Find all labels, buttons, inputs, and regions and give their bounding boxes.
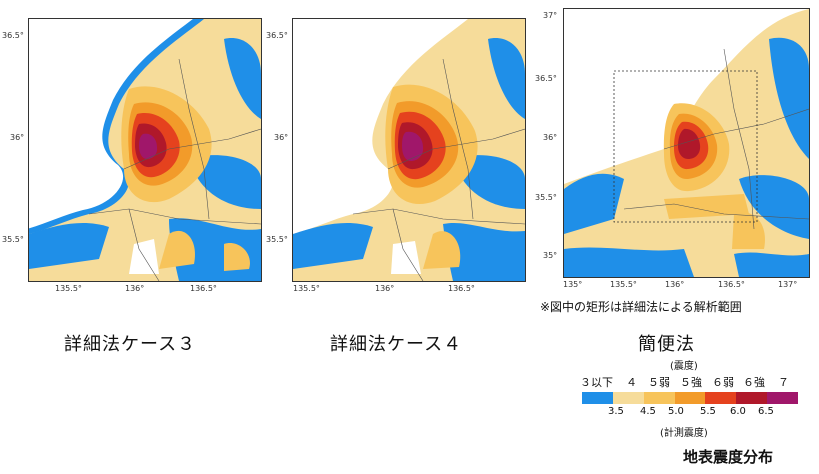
intensity-map-case3 [28,18,262,282]
y-tick: 36° [274,133,289,142]
y-tick: 36° [10,133,25,142]
map-graphic-case4 [293,19,525,281]
map-graphic-case3 [29,19,261,281]
legend-value-label: 5.5 [700,406,716,417]
y-tick: 36° [543,133,558,142]
y-tick: 36.5° [2,31,24,40]
legend-swatch [582,392,613,404]
x-tick: 136° [665,280,685,289]
y-tick: 35.5° [535,193,557,202]
legend-swatch [705,392,737,404]
map-caption-case3: 詳細法ケース３ [64,334,197,355]
legend-intensity-title: (震度) [670,361,698,372]
legend-class-label: ６強 [743,376,765,389]
legend-value-label: 6.0 [730,406,746,417]
legend-class-label: ５弱 [648,376,670,389]
y-tick: 37° [543,11,558,20]
legend-instrument-title: (計測震度) [660,428,708,439]
legend-swatch [612,392,644,404]
legend-class-label: ６弱 [712,376,734,389]
map-graphic-simple [564,9,809,277]
intensity-map-simple [563,8,810,278]
x-tick: 137° [778,280,798,289]
x-tick: 135.5° [55,284,82,293]
legend-class-label: ４ [626,376,637,389]
x-tick: 136° [375,284,395,293]
y-tick: 36.5° [535,74,557,83]
map-caption-simple: 簡便法 [638,334,695,355]
x-tick: 136.5° [448,284,475,293]
analysis-area-note: ※図中の矩形は詳細法による解析範囲 [540,300,742,314]
intensity-map-case4 [292,18,526,282]
x-tick: 136° [125,284,145,293]
map-caption-case4: 詳細法ケース４ [330,334,463,355]
y-tick: 36.5° [266,31,288,40]
legend-swatch [767,392,799,404]
legend-class-label: ５強 [680,376,702,389]
legend-class-label: ７ [778,376,789,389]
legend-swatch [643,392,675,404]
legend-value-label: 5.0 [668,406,684,417]
y-tick: 35° [543,251,558,260]
y-tick: 35.5° [2,235,24,244]
legend-value-label: 4.5 [640,406,656,417]
legend-value-label: 6.5 [758,406,774,417]
legend-swatch [736,392,768,404]
x-tick: 135.5° [293,284,320,293]
legend-class-label: ３以下 [580,376,613,389]
x-tick: 136.5° [190,284,217,293]
legend-swatch [674,392,706,404]
y-tick: 35.5° [266,235,288,244]
x-tick: 136.5° [718,280,745,289]
legend-value-label: 3.5 [608,406,624,417]
x-tick: 135° [563,280,583,289]
x-tick: 135.5° [610,280,637,289]
figure-title: 地表震度分布 [683,448,774,466]
